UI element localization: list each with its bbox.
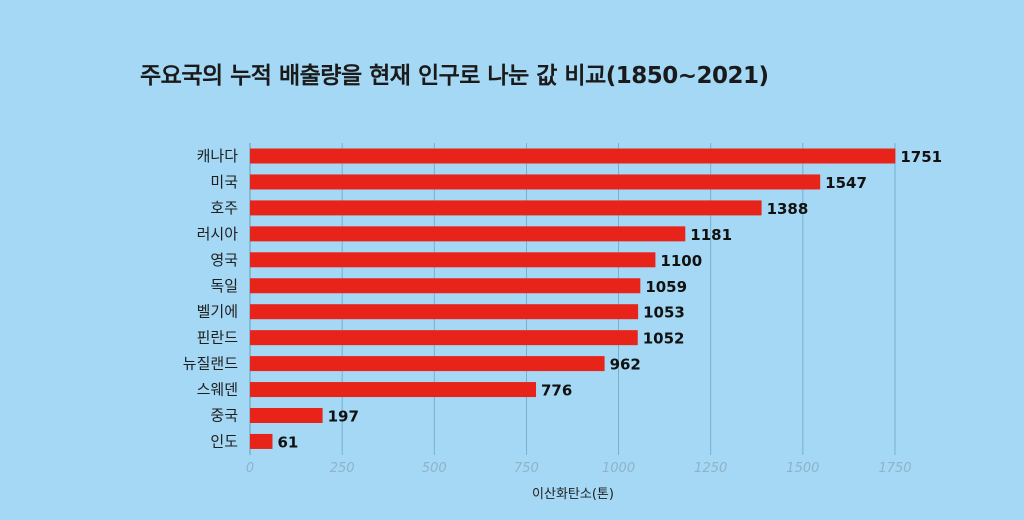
category-label: 호주 [210,199,238,217]
category-label: 캐나다 [197,147,239,165]
bar [250,226,686,242]
bar [250,433,273,449]
x-tick-label: 1000 [602,461,635,476]
gridlines [249,143,896,455]
bar [250,148,896,164]
bar [250,174,821,190]
category-label: 영국 [210,251,238,269]
x-tick-label: 250 [330,461,355,476]
x-tick-label: 500 [422,461,447,476]
x-tick-label: 0 [246,461,254,476]
bar [250,200,762,216]
bars [250,148,896,449]
value-label: 1388 [767,200,809,218]
value-label: 1547 [825,174,867,192]
value-label: 962 [610,356,641,374]
bar [250,408,323,423]
category-label: 미국 [210,173,238,191]
category-label: 중국 [210,407,238,425]
value-label: 1181 [690,226,732,244]
category-label: 러시아 [197,225,239,243]
value-label: 61 [277,433,298,451]
chart-title: 주요국의 누적 배출량을 현재 인구로 나눈 값 비교(1850~2021) [140,63,769,89]
value-label: 1100 [660,252,702,270]
x-tick-label: 1500 [786,461,819,476]
value-label: 197 [328,408,359,426]
bar [250,382,537,398]
x-tick-label: 1750 [878,461,911,476]
bar [250,304,639,320]
labels: 0 250 500 750 1000 1250 1500 1750 캐나다 1751 미국 1547 호… [183,147,942,476]
category-label: 독일 [210,277,238,295]
value-label: 1751 [900,148,942,166]
value-label: 776 [541,382,572,400]
category-label: 스웨덴 [197,381,238,399]
bar [250,356,605,372]
x-tick-label: 750 [514,461,539,476]
category-label: 뉴질랜드 [183,355,238,373]
bar [250,252,656,268]
category-label: 인도 [210,432,238,450]
category-label: 핀란드 [197,329,239,347]
x-axis-label: 이산화탄소(톤) [532,487,614,502]
category-label: 벨기에 [197,303,238,321]
bar [250,330,638,346]
value-label: 1059 [645,278,687,296]
value-label: 1052 [643,330,685,348]
value-label: 1053 [643,304,685,322]
bar [250,278,641,294]
x-tick-label: 1250 [694,461,727,476]
